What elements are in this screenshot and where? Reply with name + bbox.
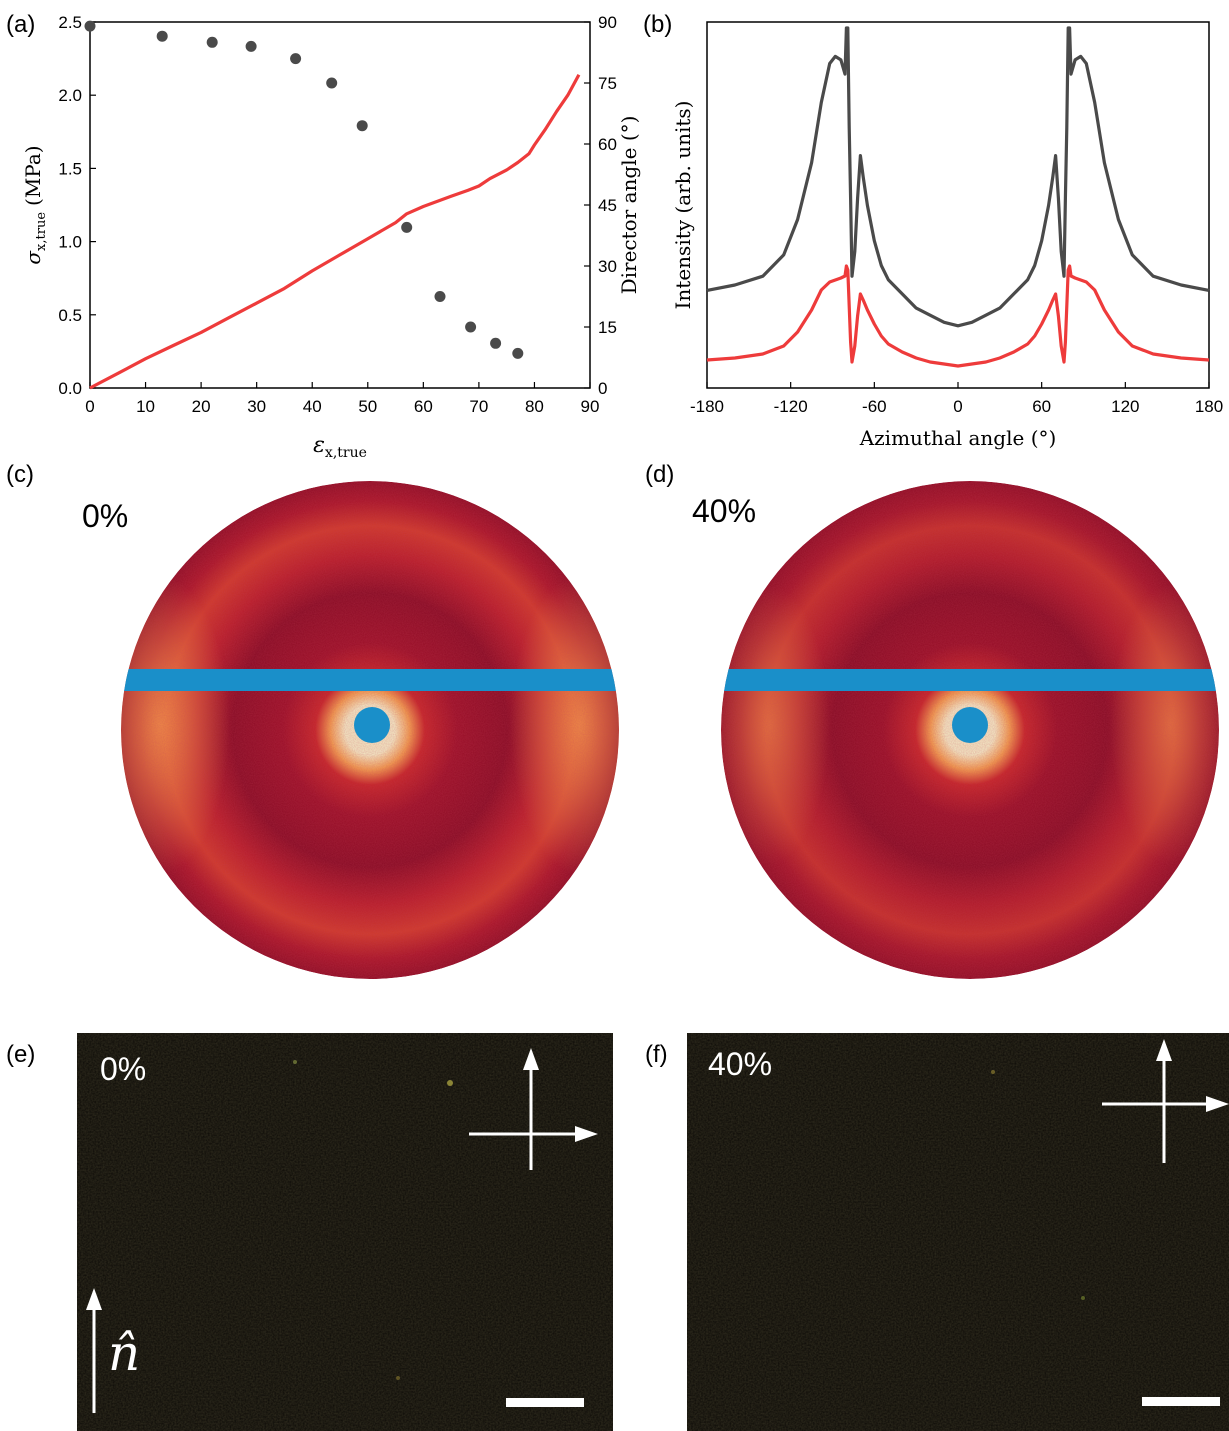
y2-tick-label: 90	[598, 13, 617, 32]
scale-bar	[506, 1398, 584, 1407]
x-tick-label: 0	[953, 397, 962, 416]
plot-frame-b	[706, 21, 1210, 389]
series-group-a	[84, 20, 581, 390]
y-tick-label: 0.0	[58, 379, 82, 398]
director-angle-point	[84, 20, 96, 32]
waxs-beamstop-center	[952, 707, 988, 743]
y-tick-label: 0.5	[58, 306, 82, 325]
x-tick-label: -60	[862, 397, 887, 416]
micrograph-texture-40	[687, 1033, 1229, 1431]
panel-label-b: (b)	[643, 11, 672, 38]
y-tick-label: 1.0	[58, 233, 82, 252]
x-tick-label: 60	[414, 397, 433, 416]
y2-tick-label: 0	[598, 379, 607, 398]
director-angle-point	[245, 40, 257, 52]
micrograph-texture-0	[77, 1033, 613, 1431]
panel-d-waxs-pattern-40: (d) 40%	[645, 461, 1219, 979]
scale-bar	[1142, 1397, 1220, 1406]
bright-speck	[991, 1070, 995, 1074]
x-tick-label: 0	[85, 397, 94, 416]
director-angle-point	[401, 221, 413, 233]
y2-axis-ticks-a: 0 15 30 45 60 75 90	[584, 13, 617, 398]
y-axis-ticks-a: 0.0 0.5 1.0 1.5 2.0 2.5	[58, 13, 96, 398]
y-tick-label: 2.0	[58, 86, 82, 105]
y2-axis-label-a: Director angle (°)	[617, 116, 641, 295]
director-angle-point	[356, 120, 368, 132]
director-angle-point	[326, 77, 338, 89]
bright-speck	[447, 1080, 453, 1086]
crossed-polarizers-icon	[469, 1048, 598, 1170]
y-axis-label-b: Intensity (arb. units)	[671, 101, 695, 310]
director-angle-point	[512, 347, 524, 359]
plot-frame-a	[89, 21, 591, 389]
director-symbol: n̂	[108, 1324, 140, 1382]
x-axis-label-a: εx,true	[313, 433, 367, 461]
micrograph-strain-label-0: 0%	[100, 1051, 146, 1087]
micrograph-strain-label-40: 40%	[708, 1046, 772, 1082]
x-tick-label: -180	[690, 397, 724, 416]
x-tick-label: 30	[247, 397, 266, 416]
panel-f-micrograph-40: (f) 40%	[645, 1033, 1229, 1431]
panel-b-intensity-chart: (b) -180 -120 -60 0 60 120 180 Azimuthal angle…	[643, 11, 1223, 450]
x-tick-label: 40	[303, 397, 322, 416]
panel-label-e: (e)	[6, 1041, 35, 1068]
x-axis-label-b: Azimuthal angle (°)	[859, 426, 1057, 450]
y2-tick-label: 30	[598, 257, 617, 276]
director-angle-point	[290, 53, 302, 65]
x-tick-label: 70	[469, 397, 488, 416]
x-tick-label: 120	[1111, 397, 1139, 416]
y-axis-label-a: σx,true(MPa)	[21, 145, 49, 264]
panel-label-d: (d)	[645, 461, 674, 488]
panel-e-micrograph-0: (e) 0% n̂	[6, 1033, 613, 1431]
panel-c-waxs-pattern-0: (c) 0%	[6, 461, 619, 979]
x-tick-label: 90	[581, 397, 600, 416]
x-tick-label: 50	[358, 397, 377, 416]
panel-label-a: (a)	[6, 11, 35, 38]
series-group-b	[706, 26, 1210, 368]
x-axis-ticks-a: 0 10 20 30 40 50 60 70 80 90	[85, 382, 599, 416]
x-tick-label: 10	[136, 397, 155, 416]
x-axis-ticks-b: -180 -120 -60 0 60 120 180	[690, 382, 1223, 416]
panel-label-c: (c)	[6, 461, 34, 488]
director-angle-point	[434, 291, 446, 302]
waxs-strain-label-0: 0%	[82, 498, 128, 534]
crossed-polarizers-icon	[1102, 1039, 1229, 1163]
x-tick-label: 20	[192, 397, 211, 416]
director-arrow-icon	[86, 1288, 102, 1413]
y2-tick-label: 75	[598, 74, 617, 93]
y-tick-label: 1.5	[58, 159, 82, 178]
x-tick-label: 80	[525, 397, 544, 416]
panel-a-stress-strain-chart: (a) 0 10 20 30 40 50 60 70 80 90 0.0 0.5 1.0 1.5 2.0 2…	[6, 11, 641, 461]
y-tick-label: 2.5	[58, 13, 82, 32]
bright-speck	[396, 1376, 400, 1380]
waxs-strain-label-40: 40%	[692, 493, 756, 529]
director-angle-point	[465, 321, 477, 333]
stress-strain-line	[89, 73, 581, 390]
waxs-beamstop-bar	[121, 669, 619, 691]
waxs-beamstop-center	[354, 707, 390, 743]
intensity-curve-40	[706, 264, 1210, 368]
y2-tick-label: 60	[598, 135, 617, 154]
bright-speck	[1081, 1296, 1085, 1300]
director-angle-point	[156, 30, 168, 42]
y2-tick-label: 45	[598, 196, 617, 215]
waxs-beamstop-bar	[721, 669, 1219, 691]
director-angle-point	[206, 36, 218, 48]
y2-tick-label: 15	[598, 318, 617, 337]
x-tick-label: 180	[1195, 397, 1223, 416]
director-angle-point	[490, 337, 502, 349]
x-tick-label: -120	[774, 397, 808, 416]
bright-speck	[293, 1060, 297, 1064]
intensity-curve-0	[706, 26, 1210, 328]
panel-label-f: (f)	[645, 1041, 668, 1068]
x-tick-label: 60	[1032, 397, 1051, 416]
